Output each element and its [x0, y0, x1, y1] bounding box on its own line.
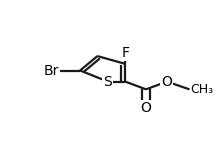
Text: S: S [103, 75, 112, 89]
Text: F: F [121, 46, 129, 60]
Text: O: O [162, 75, 172, 89]
Text: Br: Br [44, 64, 59, 77]
Text: CH₃: CH₃ [190, 83, 213, 96]
Text: O: O [141, 101, 151, 115]
